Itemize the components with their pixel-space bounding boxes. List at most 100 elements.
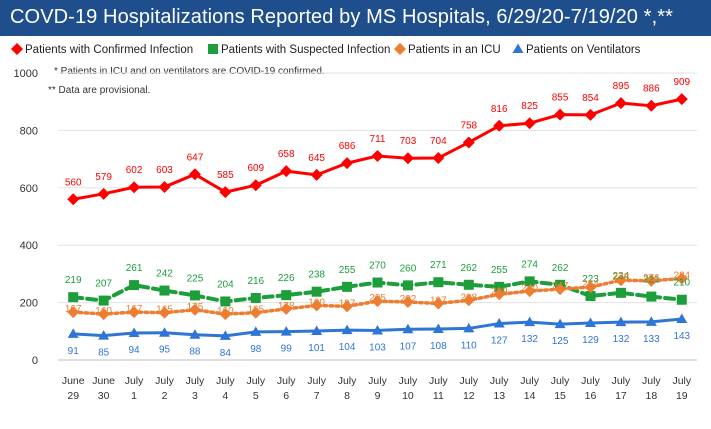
- data-label-patients-with-suspected-infection: 210: [673, 278, 690, 289]
- data-point-patients-in-an-icu: [188, 303, 201, 316]
- data-label-patients-on-ventilators: 132: [613, 334, 630, 345]
- data-label-patients-in-an-icu: 175: [187, 302, 204, 313]
- data-point-patients-with-confirmed-infection: [310, 168, 323, 181]
- data-point-patients-with-suspected-infection: [646, 291, 657, 302]
- data-label-patients-on-ventilators: 104: [339, 342, 356, 353]
- x-tick-month: July: [429, 375, 448, 387]
- x-tick-month: July: [672, 375, 691, 387]
- data-point-patients-on-ventilators: [645, 316, 657, 326]
- data-point-patients-on-ventilators: [341, 324, 353, 335]
- data-label-patients-with-suspected-infection: 261: [126, 263, 143, 274]
- data-label-patients-in-an-icu: 187: [339, 298, 356, 309]
- data-label-patients-with-suspected-infection: 223: [582, 274, 599, 285]
- data-point-patients-on-ventilators: [676, 313, 688, 323]
- chart-title: COVD-19 Hospitalizations Reported by MS …: [10, 6, 673, 28]
- data-label-patients-on-ventilators: 125: [552, 336, 569, 347]
- data-label-patients-with-confirmed-infection: 703: [400, 136, 417, 147]
- data-label-patients-with-suspected-infection: 238: [308, 270, 325, 281]
- data-label-patients-with-suspected-infection: 260: [400, 263, 417, 274]
- data-label-patients-with-confirmed-infection: 645: [308, 153, 325, 164]
- data-label-patients-on-ventilators: 94: [129, 345, 141, 356]
- x-tick-month: July: [338, 375, 357, 387]
- data-label-patients-in-an-icu: 229: [491, 286, 508, 297]
- data-point-patients-with-confirmed-infection: [645, 99, 658, 112]
- data-point-patients-in-an-icu: [554, 283, 567, 296]
- data-label-patients-in-an-icu: 278: [613, 272, 630, 283]
- x-tick-day: 1: [131, 390, 137, 402]
- data-point-patients-on-ventilators: [615, 316, 627, 327]
- data-point-patients-with-suspected-infection: [433, 277, 444, 288]
- data-point-patients-on-ventilators: [554, 318, 566, 329]
- x-tick-day: 19: [676, 390, 688, 402]
- series-markers: [67, 93, 688, 340]
- x-tick-day: 30: [98, 390, 110, 402]
- chart-notes: * Patients in ICU and on ventilators are…: [48, 66, 325, 96]
- data-label-patients-with-suspected-infection: 225: [187, 273, 204, 284]
- data-label-patients-on-ventilators: 91: [68, 346, 80, 357]
- data-label-patients-with-suspected-infection: 219: [65, 275, 82, 286]
- line-chart: Patients with Confirmed Infection Patient…: [11, 43, 697, 402]
- legend-marker-patients-with-suspected-infection: [208, 44, 218, 54]
- data-label-patients-with-confirmed-infection: 647: [187, 152, 204, 163]
- data-label-patients-with-suspected-infection: 242: [156, 269, 173, 280]
- x-tick-day: 8: [344, 390, 350, 402]
- x-tick-month: June: [62, 375, 85, 387]
- chart-note-1: * Patients in ICU and on ventilators are…: [54, 66, 325, 77]
- x-tick-month: July: [155, 375, 174, 387]
- data-point-patients-in-an-icu: [67, 306, 80, 319]
- data-point-patients-on-ventilators: [372, 324, 383, 335]
- data-label-patients-with-confirmed-infection: 585: [217, 170, 234, 181]
- data-point-patients-in-an-icu: [128, 306, 141, 319]
- data-point-patients-in-an-icu: [675, 272, 688, 285]
- data-point-patients-with-confirmed-infection: [554, 108, 567, 121]
- x-tick-day: 16: [585, 390, 597, 402]
- data-label-patients-with-confirmed-infection: 854: [582, 93, 599, 104]
- data-point-patients-with-confirmed-infection: [584, 108, 597, 121]
- data-label-patients-on-ventilators: 143: [673, 331, 690, 342]
- data-point-patients-with-confirmed-infection: [401, 152, 414, 165]
- data-label-patients-on-ventilators: 108: [430, 341, 447, 352]
- data-point-patients-on-ventilators: [493, 318, 505, 328]
- legend-marker-patients-on-ventilators: [512, 43, 524, 53]
- data-label-patients-on-ventilators: 98: [250, 344, 262, 355]
- chart-note-2: ** Data are provisional.: [48, 85, 150, 96]
- data-label-patients-with-confirmed-infection: 704: [430, 136, 447, 147]
- data-point-patients-with-confirmed-infection: [188, 168, 201, 181]
- data-point-patients-in-an-icu: [310, 299, 323, 312]
- data-point-patients-in-an-icu: [523, 285, 536, 298]
- x-tick-month: July: [459, 375, 478, 387]
- data-point-patients-with-suspected-infection: [129, 280, 140, 291]
- data-label-patients-in-an-icu: 190: [308, 297, 325, 308]
- data-label-patients-on-ventilators: 133: [643, 334, 660, 345]
- data-point-patients-on-ventilators: [585, 317, 596, 327]
- data-label-patients-on-ventilators: 132: [521, 334, 538, 345]
- data-label-patients-with-suspected-infection: 262: [552, 263, 569, 274]
- data-point-patients-with-suspected-infection: [250, 293, 261, 304]
- data-label-patients-with-confirmed-infection: 560: [65, 177, 82, 188]
- x-tick-day: 2: [162, 390, 168, 402]
- data-point-patients-on-ventilators: [402, 323, 414, 334]
- data-point-patients-with-confirmed-infection: [614, 97, 627, 110]
- y-tick-label-400: 400: [20, 240, 38, 252]
- x-tick-day: 11: [433, 390, 444, 402]
- data-point-patients-on-ventilators: [524, 316, 536, 327]
- data-point-patients-with-suspected-infection: [463, 279, 474, 290]
- data-point-patients-in-an-icu: [280, 302, 293, 315]
- data-label-patients-in-an-icu: 165: [247, 305, 264, 316]
- x-tick-month: July: [368, 375, 387, 387]
- data-point-patients-on-ventilators: [98, 330, 110, 340]
- data-label-patients-with-confirmed-infection: 855: [552, 93, 569, 104]
- data-label-patients-on-ventilators: 84: [220, 348, 232, 359]
- data-label-patients-with-confirmed-infection: 603: [156, 165, 173, 176]
- x-tick-day: 15: [554, 390, 566, 402]
- x-tick-day: 3: [192, 390, 198, 402]
- data-label-patients-with-confirmed-infection: 711: [370, 134, 386, 145]
- data-point-patients-with-suspected-infection: [524, 276, 535, 287]
- x-tick-month: July: [186, 375, 205, 387]
- x-tick-month: July: [399, 375, 418, 387]
- x-tick-day: 10: [402, 390, 414, 402]
- y-tick-label-600: 600: [20, 183, 38, 195]
- data-label-patients-with-suspected-infection: 216: [247, 276, 264, 287]
- data-point-patients-with-confirmed-infection: [249, 179, 262, 192]
- data-point-patients-with-confirmed-infection: [462, 136, 475, 149]
